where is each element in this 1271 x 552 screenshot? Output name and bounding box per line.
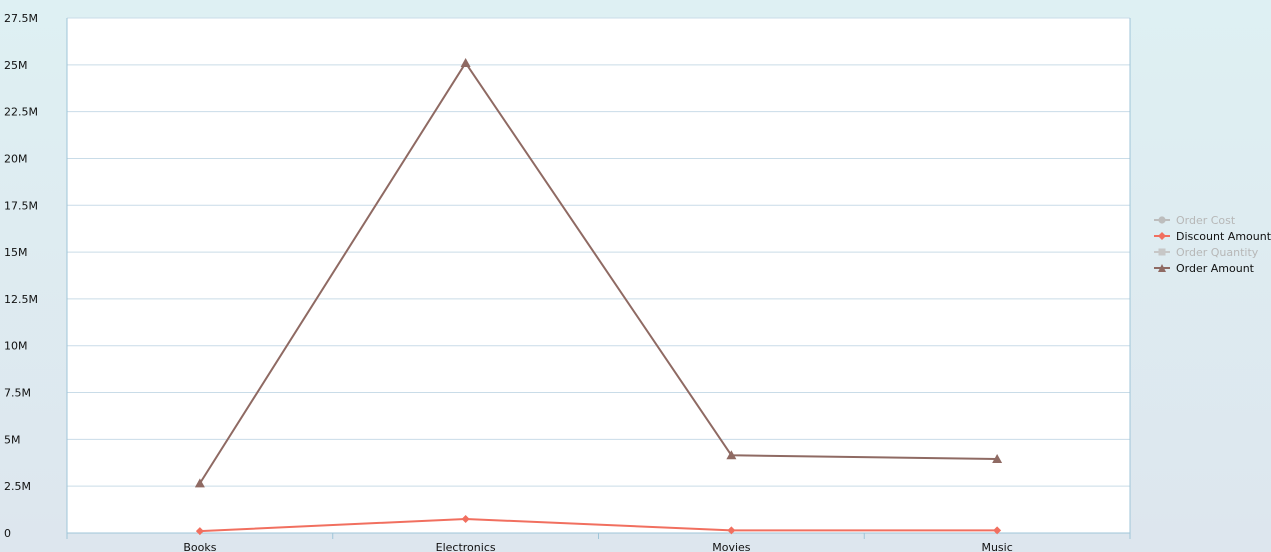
discount-amount-point[interactable] [195,527,204,536]
triangle-marker-icon [1154,264,1170,272]
y-tick-label: 12.5M [4,293,38,306]
y-axis-tick-labels: 0 2.5M 5M 7.5M 10M 12.5M 15M 17.5M 20M 22.5M 25M 27… [4,12,38,540]
y-tick-label: 17.5M [4,199,38,212]
order-amount-point[interactable] [992,454,1003,464]
circle-marker-icon [1154,216,1170,224]
y-tick-label: 27.5M [4,12,38,25]
legend-label-order-cost: Order Cost [1176,213,1236,227]
legend-label-discount-amount: Discount Amount [1176,229,1271,243]
order-amount-series-line [199,61,998,484]
legend-item-discount-amount[interactable]: Discount Amount [1153,228,1271,244]
y-tick-label: 5M [4,433,21,446]
x-tick-label: Books [183,541,216,552]
discount-amount-point[interactable] [727,526,736,535]
x-tick-label: Electronics [436,541,496,552]
x-axis-ticks [66,533,1131,539]
y-tick-label: 25M [4,59,28,72]
discount-amount-point[interactable] [993,526,1002,535]
legend-label-order-amount: Order Amount [1176,261,1254,275]
y-tick-label: 0 [4,527,11,540]
order-amount-point[interactable] [726,450,737,460]
series-layer [194,57,1003,536]
order-amount-point[interactable] [460,57,471,67]
y-tick-label: 20M [4,152,28,165]
x-tick-label: Music [981,541,1012,552]
y-tick-label: 7.5M [4,387,31,400]
diamond-marker-icon [1154,232,1170,240]
grid-lines [67,17,1130,487]
y-tick-label: 15M [4,246,28,259]
legend-item-order-cost[interactable]: Order Cost [1153,212,1271,228]
y-tick-label: 10M [4,340,28,353]
x-tick-label: Movies [712,541,751,552]
plot-area [67,18,1130,533]
legend-item-order-quantity[interactable]: Order Quantity [1153,244,1271,260]
y-tick-label: 2.5M [4,480,31,493]
discount-amount-series-line [199,517,998,533]
legend-item-order-amount[interactable]: Order Amount [1153,260,1271,276]
legend-label-order-quantity: Order Quantity [1176,245,1259,259]
square-marker-icon [1154,248,1170,256]
chart-legend: Order Cost Discount Amount Order Quantit… [1153,212,1271,276]
order-amount-point[interactable] [194,478,205,488]
discount-amount-point[interactable] [461,514,470,523]
y-tick-label: 22.5M [4,106,38,119]
x-axis-tick-labels: Books Electronics Movies Music [183,541,1012,552]
